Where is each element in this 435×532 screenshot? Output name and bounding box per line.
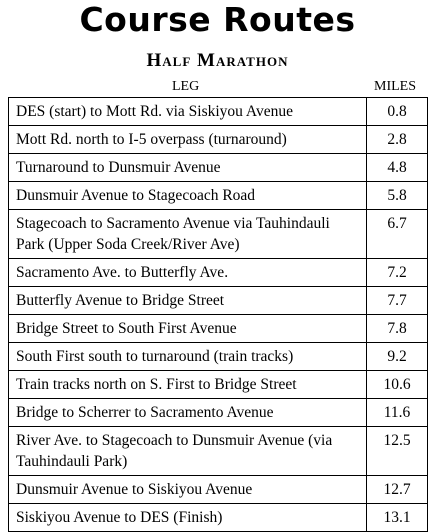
route-row: Bridge to Scherrer to Sacramento Avenue 1… — [8, 398, 428, 427]
title: Course Routes — [79, 0, 356, 39]
miles-cell: 12.5 — [366, 426, 428, 476]
route-row: Butterfly Avenue to Bridge Street 7.7 — [8, 286, 428, 315]
subtitle: Half Marathon — [146, 50, 289, 71]
miles-cell: 6.7 — [366, 209, 428, 259]
route-row: River Ave. to Stagecoach to Dunsmuir Ave… — [8, 426, 428, 476]
leg-cell: Train tracks north on S. First to Bridge… — [8, 370, 367, 399]
route-row: Bridge Street to South First Avenue 7.8 — [8, 314, 428, 343]
leg-cell: Stagecoach to Sacramento Avenue via Tauh… — [8, 209, 367, 259]
leg-cell: Butterfly Avenue to Bridge Street — [8, 286, 367, 315]
route-row: Train tracks north on S. First to Bridge… — [8, 370, 428, 399]
miles-cell: 9.2 — [366, 342, 428, 371]
column-header: LEG — [172, 79, 200, 94]
route-row: Mott Rd. north to I-5 overpass (turnarou… — [8, 125, 428, 154]
leg-cell: Siskiyou Avenue to DES (Finish) — [8, 503, 367, 532]
miles-cell: 11.6 — [366, 398, 428, 427]
column-header: MILES — [374, 79, 416, 94]
route-row: Siskiyou Avenue to DES (Finish) 13.1 — [8, 503, 428, 532]
miles-cell: 0.8 — [366, 97, 428, 126]
routes-table: DES (start) to Mott Rd. via Siskiyou Ave… — [8, 97, 428, 532]
leg-cell: Dunsmuir Avenue to Siskiyou Avenue — [8, 475, 367, 504]
leg-cell: Bridge Street to South First Avenue — [8, 314, 367, 343]
miles-cell: 7.7 — [366, 286, 428, 315]
route-row: Stagecoach to Sacramento Avenue via Tauh… — [8, 209, 428, 259]
route-row: Turnaround to Dunsmuir Avenue 4.8 — [8, 153, 428, 182]
route-row: South First south to turnaround (train t… — [8, 342, 428, 371]
leg-cell: Mott Rd. north to I-5 overpass (turnarou… — [8, 125, 367, 154]
route-row: Sacramento Ave. to Butterfly Ave. 7.2 — [8, 258, 428, 287]
route-row: DES (start) to Mott Rd. via Siskiyou Ave… — [8, 97, 428, 126]
route-row: Dunsmuir Avenue to Siskiyou Avenue 12.7 — [8, 475, 428, 504]
miles-cell: 4.8 — [366, 153, 428, 182]
leg-cell: DES (start) to Mott Rd. via Siskiyou Ave… — [8, 97, 367, 126]
leg-cell: Bridge to Scherrer to Sacramento Avenue — [8, 398, 367, 427]
leg-cell: Turnaround to Dunsmuir Avenue — [8, 153, 367, 182]
miles-cell: 5.8 — [366, 181, 428, 210]
miles-cell: 7.8 — [366, 314, 428, 343]
miles-cell: 7.2 — [366, 258, 428, 287]
leg-cell: South First south to turnaround (train t… — [8, 342, 367, 371]
leg-cell: River Ave. to Stagecoach to Dunsmuir Ave… — [8, 426, 367, 476]
route-row: Dunsmuir Avenue to Stagecoach Road 5.8 — [8, 181, 428, 210]
miles-cell: 12.7 — [366, 475, 428, 504]
leg-cell: Dunsmuir Avenue to Stagecoach Road — [8, 181, 367, 210]
miles-cell: 13.1 — [366, 503, 428, 532]
leg-cell: Sacramento Ave. to Butterfly Ave. — [8, 258, 367, 287]
miles-cell: 10.6 — [366, 370, 428, 399]
miles-cell: 2.8 — [366, 125, 428, 154]
